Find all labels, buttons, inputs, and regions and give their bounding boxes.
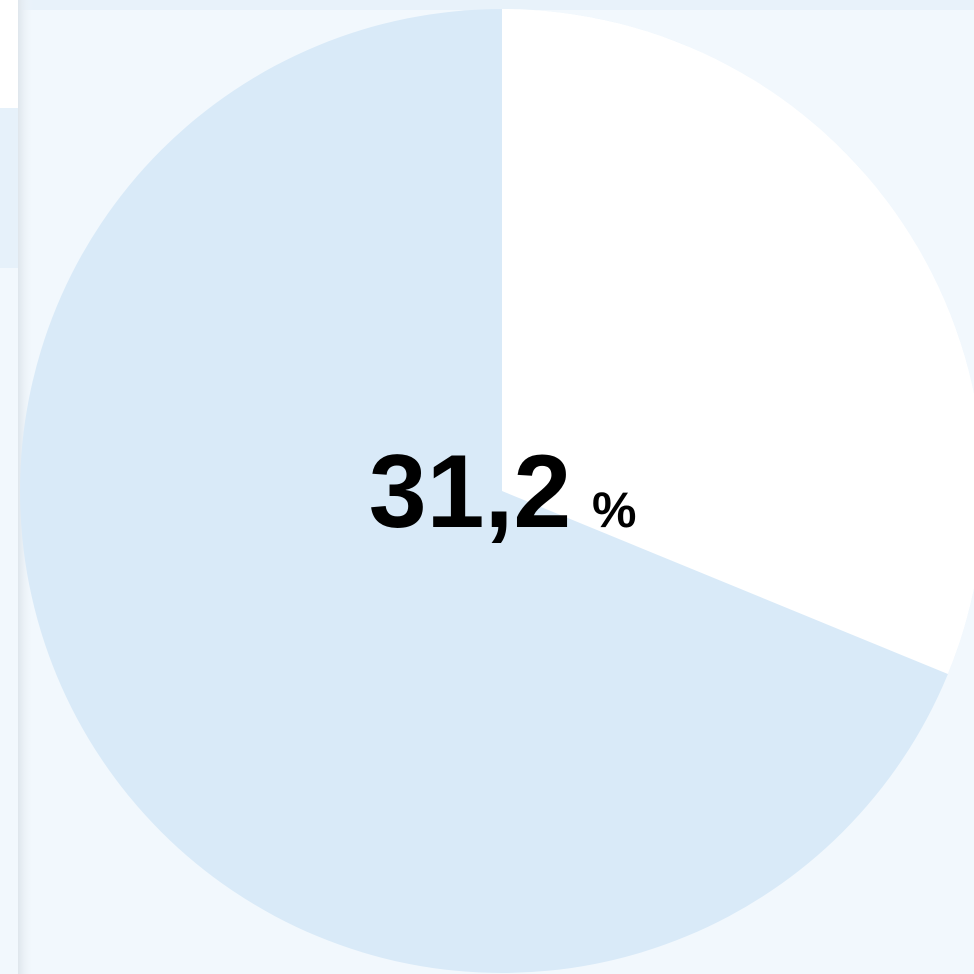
side-panel — [0, 0, 18, 108]
side-panel-item — [0, 108, 18, 268]
unit-label: % — [592, 482, 636, 538]
value-label: 31,2 — [369, 434, 571, 550]
pie-slice — [502, 9, 974, 675]
pie-chart — [20, 9, 974, 973]
top-bar — [0, 0, 974, 10]
